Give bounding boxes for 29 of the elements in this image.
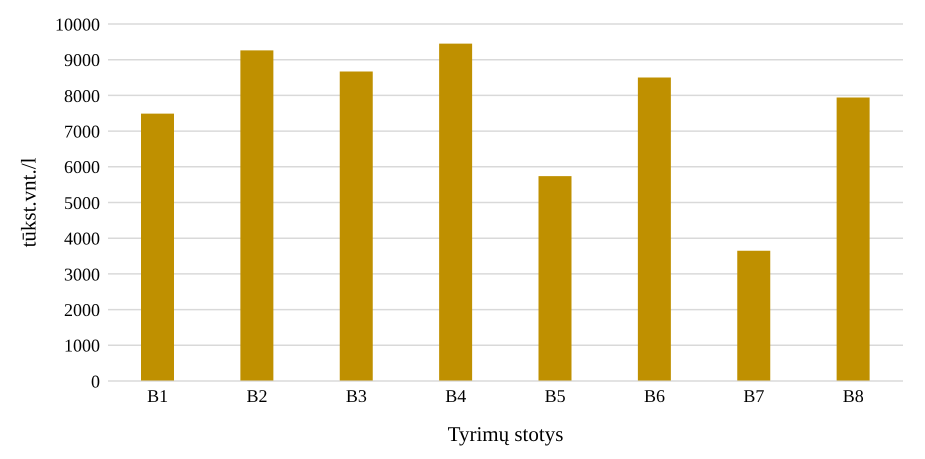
y-tick-label: 7000 bbox=[64, 121, 100, 142]
y-tick-label: 6000 bbox=[64, 157, 100, 178]
y-tick-label: 4000 bbox=[64, 228, 100, 249]
bar bbox=[538, 176, 572, 381]
bar bbox=[439, 44, 472, 381]
x-tick-label: B8 bbox=[842, 386, 864, 406]
y-tick-label: 10000 bbox=[55, 14, 100, 34]
bar bbox=[240, 50, 274, 381]
x-tick-label: B4 bbox=[445, 386, 466, 406]
x-tick-label: B6 bbox=[644, 386, 666, 406]
x-tick-label: B3 bbox=[346, 386, 367, 406]
x-tick-label: B7 bbox=[743, 386, 764, 406]
bar bbox=[836, 98, 870, 381]
x-tick-label: B2 bbox=[246, 386, 268, 406]
y-axis-title: tūkst.vnt./l bbox=[16, 157, 40, 248]
y-tick-label: 3000 bbox=[64, 264, 100, 284]
bar bbox=[737, 250, 770, 381]
bar bbox=[340, 71, 373, 381]
y-tick-label: 2000 bbox=[64, 300, 100, 320]
y-tick-label: 9000 bbox=[64, 50, 100, 70]
x-tick-label: B5 bbox=[544, 386, 566, 406]
y-tick-label: 8000 bbox=[64, 86, 100, 106]
bar bbox=[141, 114, 174, 381]
y-tick-label: 1000 bbox=[64, 336, 100, 356]
y-tick-label: 5000 bbox=[64, 192, 100, 213]
bar bbox=[638, 78, 671, 381]
y-tick-label: 0 bbox=[91, 371, 100, 392]
x-axis-title: Tyrimų stotys bbox=[448, 422, 564, 446]
x-tick-label: B1 bbox=[147, 386, 168, 406]
